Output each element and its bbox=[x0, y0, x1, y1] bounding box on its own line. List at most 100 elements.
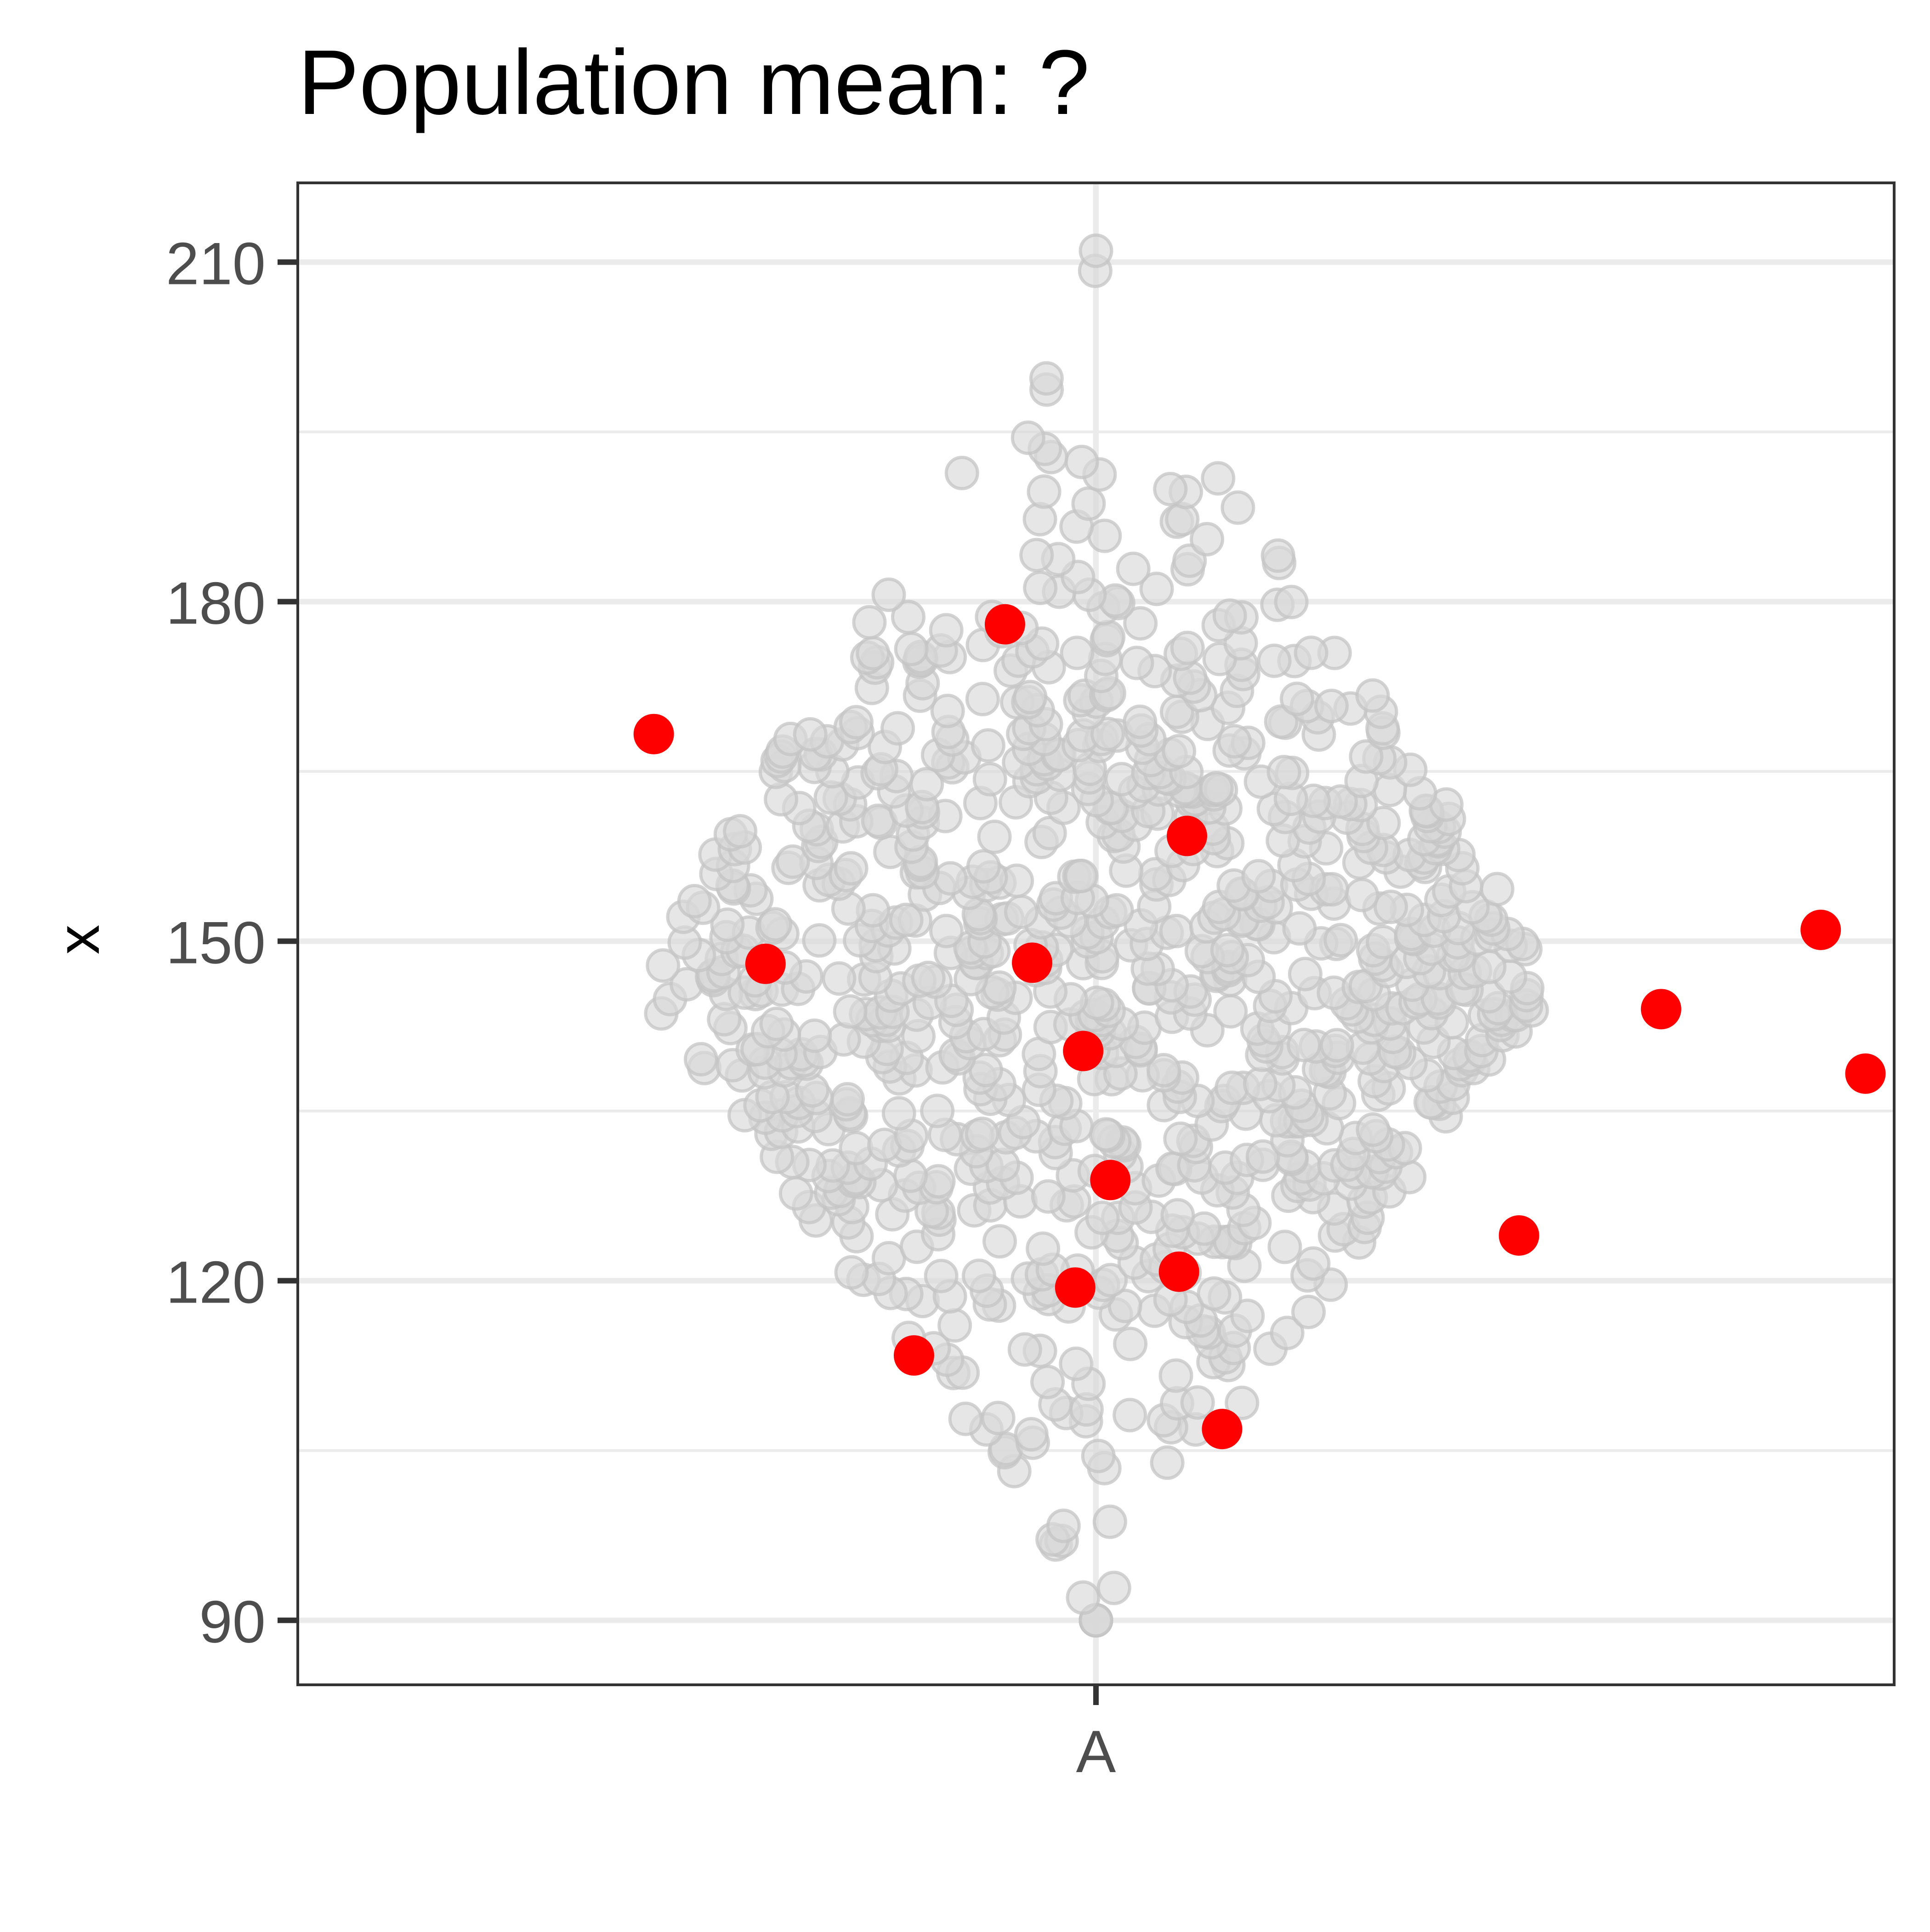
population-point bbox=[1356, 1112, 1391, 1147]
sample-point bbox=[633, 714, 674, 754]
population-point bbox=[1064, 444, 1099, 479]
population-point bbox=[930, 693, 965, 728]
population-point bbox=[1220, 490, 1255, 525]
population-point bbox=[1030, 1365, 1065, 1399]
population-point bbox=[1201, 461, 1236, 496]
axes: 90 120 150 180 210 A bbox=[166, 230, 1116, 1785]
population-point bbox=[1199, 771, 1234, 806]
population-point bbox=[1159, 913, 1194, 948]
population-point bbox=[921, 1164, 956, 1199]
chart-title: Population mean: ? bbox=[298, 31, 1090, 134]
sample-point bbox=[1090, 1160, 1131, 1201]
population-swarm bbox=[644, 233, 1549, 1638]
y-tick-label: 90 bbox=[199, 1588, 266, 1655]
population-point bbox=[839, 1131, 874, 1166]
population-point bbox=[982, 970, 1017, 1005]
sample-point bbox=[1012, 942, 1053, 983]
population-point bbox=[1113, 1326, 1148, 1361]
population-point bbox=[1119, 646, 1154, 680]
y-tick-label: 120 bbox=[166, 1249, 266, 1316]
population-point bbox=[1480, 872, 1515, 907]
population-point bbox=[1287, 1027, 1322, 1062]
population-point bbox=[1066, 1580, 1101, 1615]
population-point bbox=[839, 705, 874, 740]
sample-point bbox=[1055, 1267, 1096, 1308]
population-point bbox=[778, 1176, 813, 1211]
y-tick-label: 210 bbox=[166, 230, 266, 297]
population-point bbox=[1093, 1263, 1128, 1297]
population-point bbox=[830, 1082, 865, 1117]
sample-point bbox=[984, 604, 1025, 645]
population-point bbox=[1345, 878, 1379, 912]
population-point bbox=[1355, 678, 1390, 713]
population-point bbox=[677, 884, 712, 918]
population-point bbox=[1296, 1246, 1331, 1281]
population-point bbox=[1029, 361, 1064, 396]
population-point bbox=[1060, 635, 1095, 670]
population-point bbox=[1260, 538, 1295, 573]
population-point bbox=[1153, 472, 1188, 507]
population-point bbox=[1064, 859, 1099, 894]
population-point bbox=[1010, 420, 1045, 455]
population-point bbox=[826, 1022, 861, 1057]
population-point bbox=[1059, 1346, 1094, 1381]
x-tick-label: A bbox=[1076, 1718, 1116, 1785]
sample-point bbox=[1499, 1215, 1539, 1256]
population-point bbox=[1019, 538, 1054, 572]
population-point bbox=[977, 819, 1012, 854]
population-point bbox=[933, 861, 968, 896]
population-point bbox=[1190, 521, 1225, 556]
population-point bbox=[710, 907, 745, 942]
population-point bbox=[1266, 755, 1301, 790]
population-point bbox=[1081, 1439, 1116, 1473]
population-point bbox=[1071, 486, 1106, 521]
population-point bbox=[965, 1116, 999, 1151]
population-point bbox=[797, 1018, 832, 1053]
population-point bbox=[1023, 570, 1058, 605]
population-point bbox=[881, 1096, 916, 1131]
population-point bbox=[1160, 1198, 1195, 1233]
population-point bbox=[1004, 895, 1039, 929]
sample-point bbox=[1167, 816, 1208, 856]
population-point bbox=[1014, 1417, 1049, 1452]
population-point bbox=[1158, 1358, 1193, 1393]
population-point bbox=[1187, 1211, 1222, 1246]
population-point bbox=[764, 782, 799, 817]
population-point bbox=[920, 1093, 955, 1128]
sample-point bbox=[893, 1335, 934, 1376]
population-point bbox=[793, 717, 828, 752]
population-point bbox=[834, 851, 868, 886]
population-point bbox=[1163, 1122, 1198, 1156]
y-tick-label: 150 bbox=[166, 909, 266, 976]
sample-point bbox=[1800, 909, 1841, 950]
population-point bbox=[1241, 859, 1276, 894]
population-point bbox=[929, 613, 964, 648]
y-axis-label: x bbox=[45, 925, 112, 955]
population-point bbox=[1279, 681, 1314, 716]
population-point bbox=[966, 849, 1001, 884]
population-point bbox=[948, 1401, 983, 1436]
population-point bbox=[1274, 584, 1309, 619]
population-point bbox=[1007, 1332, 1042, 1367]
population-point bbox=[1217, 724, 1252, 759]
population-point bbox=[683, 1042, 718, 1076]
population-point bbox=[1213, 994, 1248, 1029]
population-point bbox=[1031, 1179, 1066, 1214]
population-point bbox=[1314, 688, 1349, 723]
population-point bbox=[1291, 1294, 1326, 1329]
population-point bbox=[880, 711, 915, 746]
population-point bbox=[944, 456, 979, 491]
population-point bbox=[1162, 734, 1197, 769]
population-point bbox=[1147, 1053, 1181, 1088]
population-point bbox=[1085, 1201, 1120, 1235]
population-point bbox=[646, 948, 681, 983]
population-point bbox=[911, 961, 946, 996]
population-point bbox=[775, 844, 810, 879]
population-point bbox=[965, 682, 1000, 717]
population-point bbox=[1027, 474, 1062, 509]
population-point bbox=[929, 913, 964, 948]
sample-point bbox=[1845, 1053, 1886, 1094]
population-point bbox=[1294, 635, 1328, 670]
population-point bbox=[1113, 1398, 1147, 1433]
